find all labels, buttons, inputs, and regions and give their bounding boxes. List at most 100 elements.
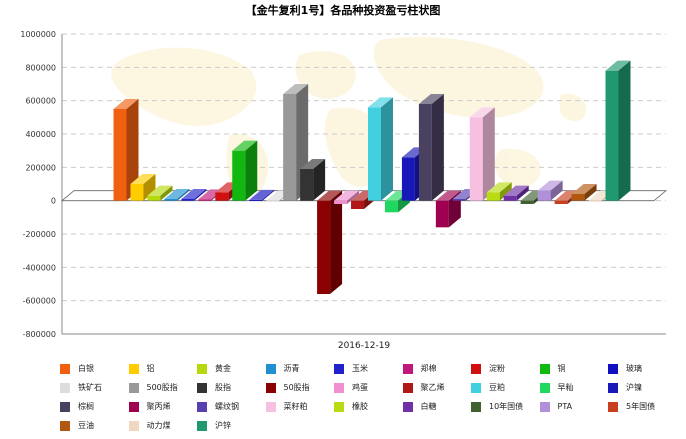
legend-item: 50股指 (265, 382, 310, 394)
legend-item: 玻璃 (608, 363, 642, 375)
legend-swatch (471, 383, 481, 393)
bar-30 (605, 60, 631, 201)
legend-item: 白银 (60, 363, 94, 375)
bar-22 (469, 107, 495, 201)
legend-swatch (608, 364, 618, 374)
bar-front (452, 199, 466, 201)
legend-item: 鸡蛋 (334, 382, 368, 394)
legend-swatch (60, 402, 70, 412)
legend-label: 股指 (215, 383, 231, 392)
bar-front (486, 192, 500, 201)
y-tick-label: 200000 (25, 163, 56, 172)
bar-side (330, 190, 343, 294)
legend-item: 铝 (128, 363, 155, 375)
bar-top (181, 189, 207, 199)
legend-item: 动力煤 (128, 420, 171, 432)
y-tick-label: 0 (51, 197, 56, 206)
legend-swatch (539, 402, 550, 412)
legend-label: 鸡蛋 (352, 383, 368, 392)
legend-swatch (128, 421, 139, 431)
legend-swatch (471, 402, 481, 412)
bar-front (384, 200, 398, 213)
legend-swatch (128, 383, 139, 393)
legend-label: 5年国债 (626, 402, 656, 411)
legend-label: 白银 (78, 364, 94, 373)
map-shape-5 (494, 148, 541, 187)
legend-swatch (128, 402, 139, 412)
bar-26 (537, 180, 563, 201)
legend-item: 白糖 (402, 401, 437, 413)
bar-top (367, 97, 393, 108)
legend-item: 沥青 (265, 363, 300, 375)
bar-front (503, 195, 517, 201)
legend-swatch (265, 383, 276, 393)
bar-side (126, 99, 139, 201)
legend-item: 橡胶 (334, 401, 368, 413)
y-tick-label: 400000 (25, 130, 56, 139)
legend-label: 黄金 (215, 364, 231, 373)
bar-1 (113, 99, 139, 201)
bar-top (283, 84, 309, 94)
bar-front (334, 200, 348, 204)
y-tick-label: 800000 (25, 63, 56, 72)
bar-2 (130, 174, 156, 201)
y-tick-label: 600000 (25, 97, 56, 106)
legend-label: 螺纹钢 (215, 402, 239, 411)
bar-front (317, 200, 331, 294)
legend-label: 沪镍 (626, 383, 642, 392)
bar-side (347, 190, 360, 204)
legend-swatch (197, 421, 207, 431)
bar-side (380, 97, 393, 201)
legend-label: 铁矿石 (78, 383, 102, 392)
bar-side (499, 182, 512, 201)
world-map-background (111, 36, 586, 202)
legend-label: 沥青 (283, 364, 300, 373)
bar-8 (232, 140, 258, 201)
bar-front (130, 184, 144, 201)
bar-top (300, 159, 326, 169)
bar-front (469, 117, 483, 201)
legend-item: 豆油 (60, 420, 94, 432)
legend-label: 豆油 (78, 421, 94, 430)
legend-item: 玉米 (334, 363, 368, 375)
legend-item: 聚乙烯 (402, 382, 445, 394)
legend-item: 棕榈 (60, 401, 94, 413)
x-category-label: 2016-12-19 (338, 341, 391, 351)
legend-item: 聚丙烯 (128, 401, 171, 413)
bar-front (588, 200, 602, 202)
bar-front (605, 70, 619, 201)
bar-side (262, 189, 275, 201)
legend-label: 菜籽粕 (283, 402, 308, 411)
bar-12 (300, 159, 326, 201)
bar-front (147, 195, 161, 201)
map-shape-4 (373, 36, 544, 119)
bar-side (618, 60, 631, 201)
bar-5 (181, 189, 207, 201)
bar-23 (486, 182, 512, 201)
bar-front (435, 200, 449, 228)
bar-side (143, 174, 156, 201)
bar-front (537, 190, 551, 201)
bar-side (550, 180, 563, 201)
legend-label: 聚乙烯 (420, 383, 445, 392)
bar-side (313, 159, 326, 201)
legend-item: 500股指 (128, 382, 178, 394)
legend-swatch (471, 364, 481, 374)
bar-top (605, 60, 631, 71)
bar-front (198, 199, 212, 201)
legend-label: 橡胶 (352, 402, 368, 411)
legend-swatch (334, 364, 344, 374)
bar-top (418, 94, 444, 104)
bar-front (113, 109, 127, 201)
bar-top (317, 190, 343, 201)
legend-label: 沪锌 (215, 421, 231, 430)
bar-14 (334, 190, 360, 204)
legend-item: 豆粕 (471, 382, 505, 394)
bar-front (232, 150, 246, 201)
bar-front (367, 107, 381, 201)
bar-front (401, 157, 415, 201)
bar-top (232, 140, 258, 151)
bar-top (113, 99, 139, 109)
bar-front (300, 169, 314, 201)
bar-top (537, 180, 563, 191)
